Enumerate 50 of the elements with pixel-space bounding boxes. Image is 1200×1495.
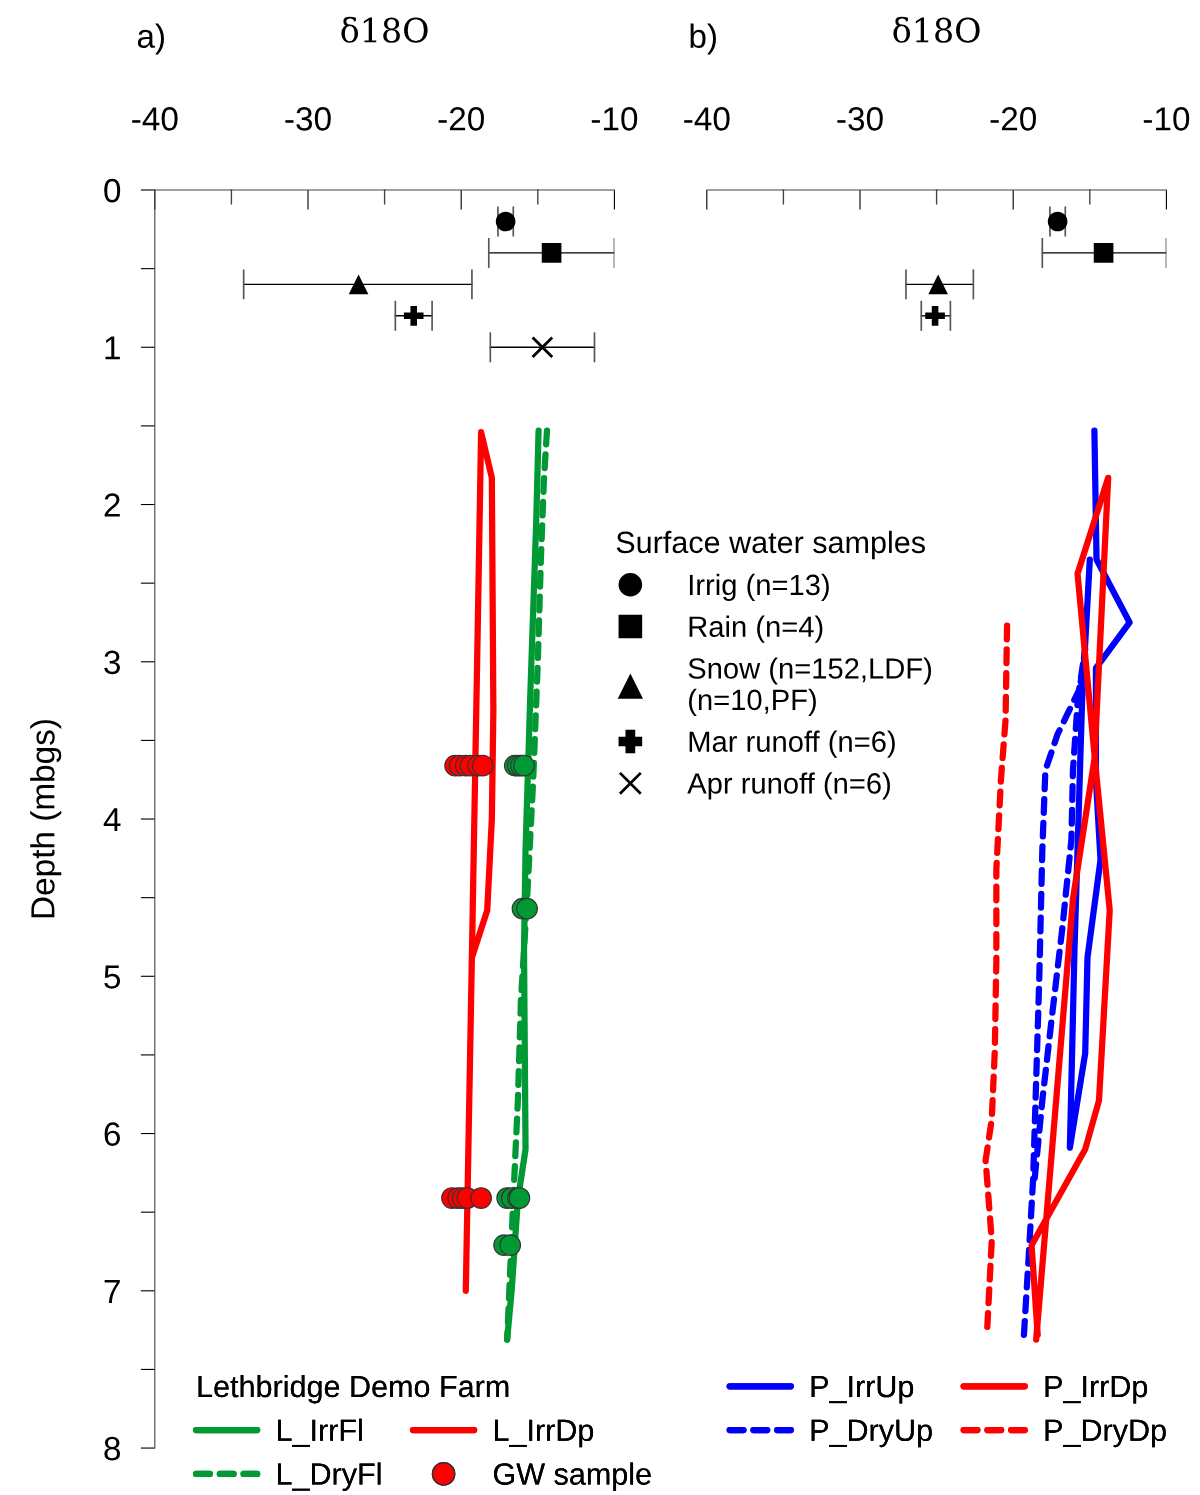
y-tick-label: 5 <box>104 965 121 989</box>
legend-label: L_IrrFl <box>278 1418 362 1447</box>
y-tick-label: 8 <box>104 1436 121 1461</box>
legend-label: P_IrrUp <box>811 1376 914 1404</box>
point <box>531 336 554 359</box>
y-tick-label: 3 <box>104 650 120 675</box>
legend-label: L_IrrDp <box>494 1419 594 1448</box>
x-tick-label: -30 <box>285 107 331 131</box>
legend-label: Irrig (n=13) <box>689 573 829 602</box>
text: Lethbridge Demo Farm <box>198 1374 509 1404</box>
y-tick-label: 4 <box>103 808 121 832</box>
point <box>495 211 516 232</box>
x-axis-title: δ18O <box>341 16 428 43</box>
point <box>541 243 562 263</box>
legend-label: P_DryUp <box>811 1419 932 1448</box>
x-tick-label: -20 <box>438 107 484 131</box>
point <box>471 754 494 777</box>
point <box>928 274 948 295</box>
y-tick-label: 2 <box>104 493 120 517</box>
legend-label: Rain (n=4) <box>689 615 823 643</box>
x-axis-title: δ18O <box>893 16 980 43</box>
point <box>403 306 424 326</box>
chart-title: b) <box>690 23 716 55</box>
legend-label: L_DryFl <box>278 1462 381 1491</box>
x-tick-label: -30 <box>837 107 883 131</box>
legend-label: GW sample <box>494 1462 651 1491</box>
x-tick-label: -20 <box>990 107 1036 131</box>
x-tick-label: -40 <box>132 107 178 131</box>
y-axis-title: Depth (mbgs) <box>30 720 62 918</box>
point <box>516 897 538 920</box>
point <box>499 1234 522 1257</box>
legend-label: Snow (n=152,LDF) (n=10,PF) <box>688 657 932 716</box>
point <box>1047 211 1068 232</box>
y-tick-label: 7 <box>104 1279 120 1303</box>
legend-label: P_IrrDp <box>1045 1376 1148 1404</box>
chart-title: a) <box>137 23 164 55</box>
legend-label: Mar runoff (n=6) <box>689 730 895 758</box>
text: Surface water samples <box>616 530 925 560</box>
x-tick-label: -40 <box>684 107 730 131</box>
y-tick-label: 6 <box>104 1122 120 1146</box>
x-tick-label: -10 <box>591 107 638 131</box>
x-tick-label: -10 <box>1143 107 1190 131</box>
point <box>1093 243 1114 263</box>
point <box>470 1187 492 1209</box>
point <box>925 306 945 326</box>
legend-label: P_DryDp <box>1045 1419 1166 1448</box>
point <box>348 274 369 295</box>
y-tick-label: 0 <box>104 178 121 203</box>
y-tick-label: 1 <box>105 336 120 360</box>
legend-label: Apr runoff (n=6) <box>687 772 890 800</box>
